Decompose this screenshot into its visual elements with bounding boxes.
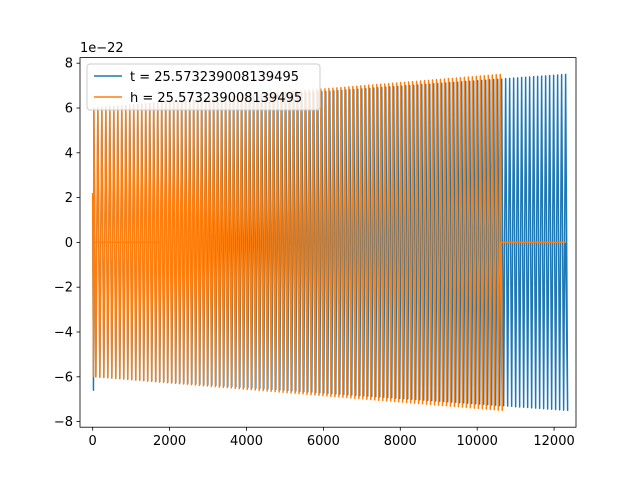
x-tick-label: 10000 xyxy=(457,434,498,449)
legend-label-t: t = 25.573239008139495 xyxy=(130,70,299,85)
x-tick-label: 12000 xyxy=(533,434,574,449)
series-line-h xyxy=(91,73,566,412)
legend-label-h: h = 25.573239008139495 xyxy=(130,91,302,106)
legend-box xyxy=(86,63,321,111)
y-tick-label: −2 xyxy=(54,281,73,296)
legend: t = 25.573239008139495 h = 25.5732390081… xyxy=(86,63,321,111)
x-tick-label: 6000 xyxy=(307,434,340,449)
x-axis: 0 2000 4000 6000 8000 10000 12000 xyxy=(89,427,575,449)
x-tick-label: 2000 xyxy=(153,434,186,449)
x-tick-label: 4000 xyxy=(230,434,263,449)
x-tick-label: 8000 xyxy=(384,434,417,449)
y-tick-label: −4 xyxy=(54,326,73,341)
y-tick-label: 0 xyxy=(65,236,73,251)
y-tick-label: −8 xyxy=(54,415,73,430)
y-offset-text: 1e−22 xyxy=(80,41,124,56)
y-tick-label: 2 xyxy=(65,191,73,206)
y-tick-label: 8 xyxy=(65,57,73,72)
x-tick-label: 0 xyxy=(89,434,97,449)
y-tick-label: 4 xyxy=(65,146,73,161)
y-tick-label: −6 xyxy=(54,370,73,385)
y-tick-label: 6 xyxy=(65,102,73,117)
y-axis: −8 −6 −4 −2 0 2 4 6 8 xyxy=(54,57,80,430)
